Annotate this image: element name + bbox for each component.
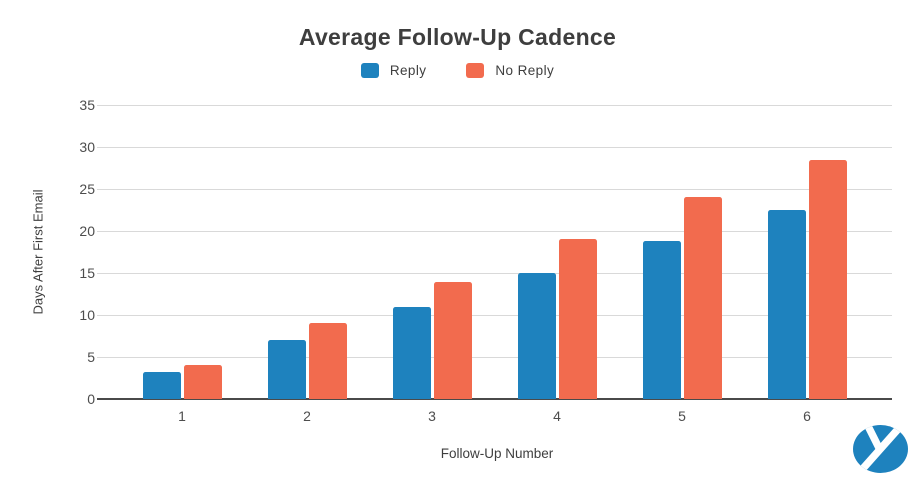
gridline-y-30 <box>97 146 892 148</box>
legend-swatch-reply-icon <box>360 63 379 78</box>
x-axis-line <box>97 398 892 400</box>
logo-y-glyph <box>856 425 902 473</box>
y-tick-label-5: 5 <box>87 349 95 365</box>
x-tick-label-6: 6 <box>803 408 811 424</box>
bar-group-2 <box>267 323 347 399</box>
y-tick-label-10: 10 <box>79 307 95 323</box>
bar-no-reply-2 <box>308 323 347 399</box>
bar-group-1 <box>142 364 222 399</box>
bar-no-reply-5 <box>683 197 722 399</box>
bar-reply-5 <box>642 241 681 399</box>
x-tick-label-3: 3 <box>428 408 436 424</box>
y-tick-label-30: 30 <box>79 139 95 155</box>
gridline-y-20 <box>97 230 892 232</box>
bar-group-5 <box>642 197 722 399</box>
legend-item-no-reply: No Reply <box>466 63 554 78</box>
gridline-y-25 <box>97 188 892 190</box>
gridline-y-35 <box>97 104 892 106</box>
bar-group-4 <box>517 239 597 399</box>
bar-reply-4 <box>517 273 556 399</box>
bar-no-reply-1 <box>183 364 222 399</box>
gridline-y-15 <box>97 272 892 274</box>
yesware-logo <box>853 425 908 473</box>
bar-group-6 <box>767 159 847 399</box>
gridline-y-5 <box>97 356 892 358</box>
y-tick-label-25: 25 <box>79 181 95 197</box>
legend-swatch-no-reply-icon <box>466 63 485 78</box>
x-tick-label-5: 5 <box>678 408 686 424</box>
bar-reply-1 <box>142 372 181 399</box>
y-tick-label-15: 15 <box>79 265 95 281</box>
bar-no-reply-6 <box>808 159 847 399</box>
legend-label-reply: Reply <box>389 63 427 78</box>
x-axis-title: Follow-Up Number <box>440 446 554 461</box>
y-tick-label-20: 20 <box>79 223 95 239</box>
x-tick-label-4: 4 <box>553 408 561 424</box>
legend-label-no-reply: No Reply <box>495 63 555 78</box>
bar-reply-3 <box>392 306 431 399</box>
bar-reply-2 <box>267 340 306 399</box>
x-tick-label-1: 1 <box>178 408 186 424</box>
bar-no-reply-3 <box>433 282 472 399</box>
gridline-y-10 <box>97 314 892 316</box>
legend-item-reply: Reply <box>360 63 427 78</box>
bar-no-reply-4 <box>558 239 597 399</box>
bar-reply-6 <box>767 210 806 399</box>
chart-legend: Reply No Reply <box>0 63 915 78</box>
bar-group-3 <box>392 282 472 399</box>
y-tick-label-0: 0 <box>87 391 95 407</box>
chart-title: Average Follow-Up Cadence <box>298 24 617 50</box>
y-axis-title: Days After First Email <box>30 189 46 315</box>
x-tick-label-2: 2 <box>303 408 311 424</box>
y-tick-label-35: 35 <box>79 97 95 113</box>
plot-area: 0 5 10 15 20 25 30 35 1 2 3 4 5 6 <box>79 97 892 424</box>
